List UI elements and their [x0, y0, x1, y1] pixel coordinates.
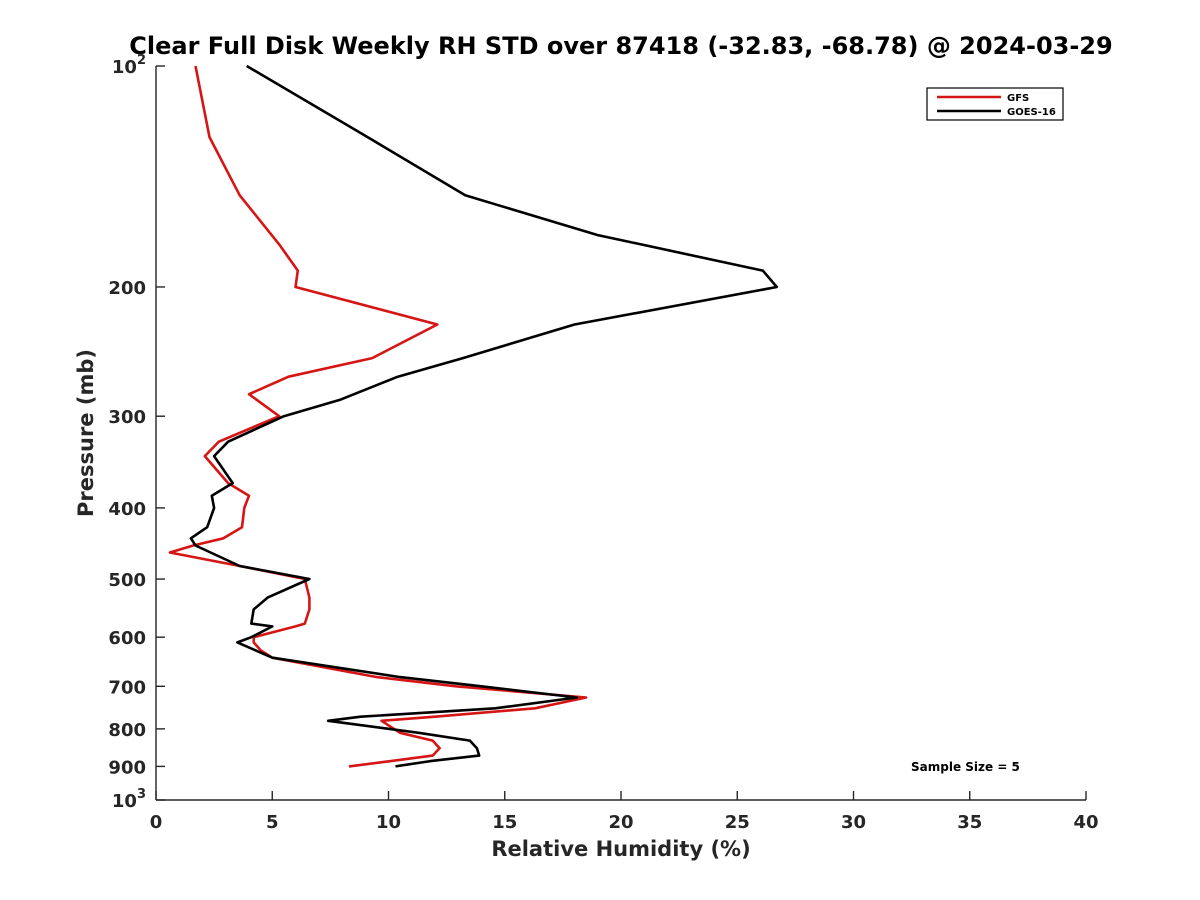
x-ticks: 0 5 10 15 20 25 30 35 40 — [150, 791, 1099, 833]
series-group — [168, 64, 779, 768]
series-line-gfs — [168, 65, 588, 768]
series-line-goes16 — [189, 64, 779, 768]
x-tick-label-10: 10 — [376, 812, 401, 833]
x-axis-label: Relative Humidity (%) — [491, 837, 750, 861]
y-ticks: 102 200 300 400 500 600 700 800 900 103 — [108, 53, 165, 812]
y-tick-label-400: 400 — [108, 499, 146, 520]
x-tick-label-40: 40 — [1073, 812, 1098, 833]
x-tick-label-0: 0 — [150, 812, 163, 833]
x-tick-label-15: 15 — [492, 812, 517, 833]
y-tick-label-300: 300 — [108, 407, 146, 428]
sample-size-annotation: Sample Size = 5 — [911, 760, 1020, 774]
chart-title: Clear Full Disk Weekly RH STD over 87418… — [129, 32, 1112, 60]
legend-label-gfs: GFS — [1007, 93, 1029, 104]
x-tick-label-20: 20 — [608, 812, 633, 833]
x-tick-label-25: 25 — [725, 812, 750, 833]
y-tick-label-500: 500 — [108, 570, 146, 591]
y-tick-label-800: 800 — [108, 720, 146, 741]
x-tick-label-30: 30 — [841, 812, 866, 833]
y-tick-label-1000: 103 — [112, 787, 146, 812]
legend-label-goes16: GOES-16 — [1007, 107, 1056, 118]
x-tick-label-5: 5 — [266, 812, 279, 833]
y-tick-label-100: 102 — [112, 53, 146, 78]
y-tick-label-600: 600 — [108, 628, 146, 649]
plot-frame — [155, 66, 1086, 801]
legend-box — [926, 87, 1064, 121]
y-axis-label: Pressure (mb) — [74, 349, 98, 517]
x-tick-label-35: 35 — [957, 812, 982, 833]
legend: GFS GOES-16 — [926, 87, 1064, 121]
y-tick-label-200: 200 — [108, 278, 146, 299]
y-tick-label-700: 700 — [108, 677, 146, 698]
y-tick-label-900: 900 — [108, 757, 146, 778]
